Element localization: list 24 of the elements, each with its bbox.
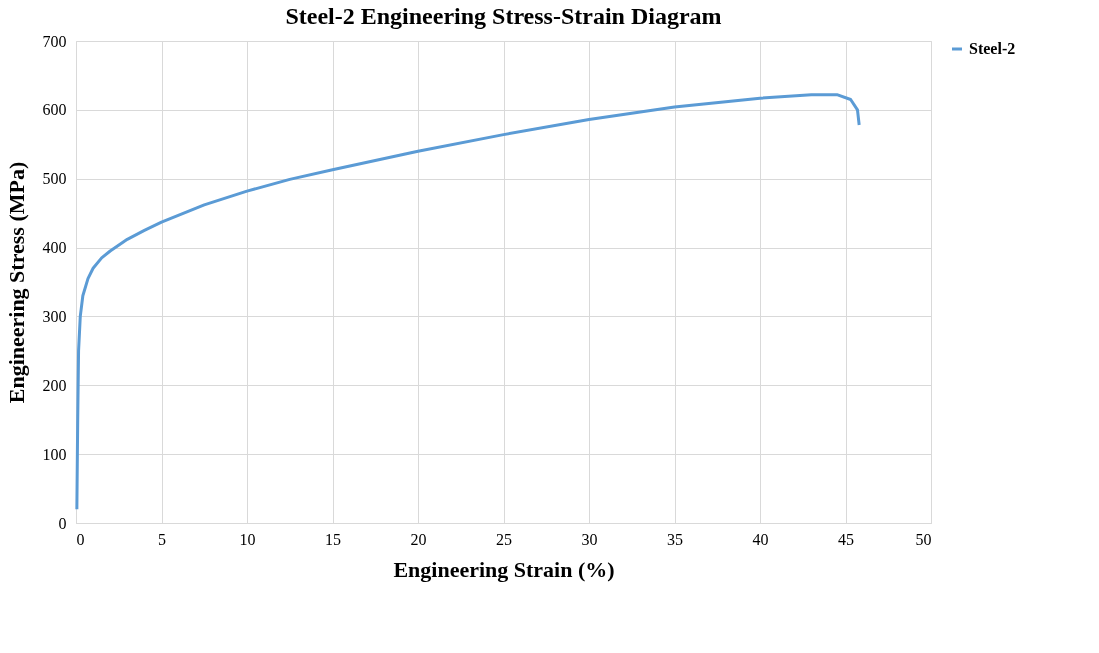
- y-tick-label: 200: [42, 376, 67, 394]
- x-axis-title: Engineering Strain (%): [393, 556, 615, 582]
- x-tick-label: 0: [76, 530, 85, 548]
- x-tick-label: 5: [158, 530, 166, 548]
- x-tick-label: 25: [496, 530, 512, 548]
- x-tick-label: 20: [410, 530, 427, 548]
- x-tick-label: 45: [838, 530, 854, 548]
- legend-label: Steel-2: [969, 40, 1016, 57]
- x-tick-label: 15: [325, 530, 341, 548]
- x-tick-label: 50: [915, 530, 932, 548]
- y-tick-label: 600: [42, 101, 67, 119]
- chart-title: Steel-2 Engineering Stress-Strain Diagram: [285, 3, 722, 29]
- x-tick-label: 35: [667, 530, 683, 548]
- x-tick-label: 30: [581, 530, 598, 548]
- y-tick-label: 700: [42, 32, 67, 50]
- y-tick-label: 500: [42, 170, 67, 188]
- y-tick-label: 300: [42, 307, 67, 325]
- y-tick-label: 100: [42, 445, 67, 463]
- x-tick-label: 40: [752, 530, 769, 548]
- line-series: [75, 93, 861, 511]
- y-tick-label: 0: [58, 514, 67, 532]
- y-axis-title: Engineering Stress (MPa): [3, 161, 29, 404]
- x-tick-label: 10: [239, 530, 256, 548]
- y-tick-label: 400: [42, 239, 67, 257]
